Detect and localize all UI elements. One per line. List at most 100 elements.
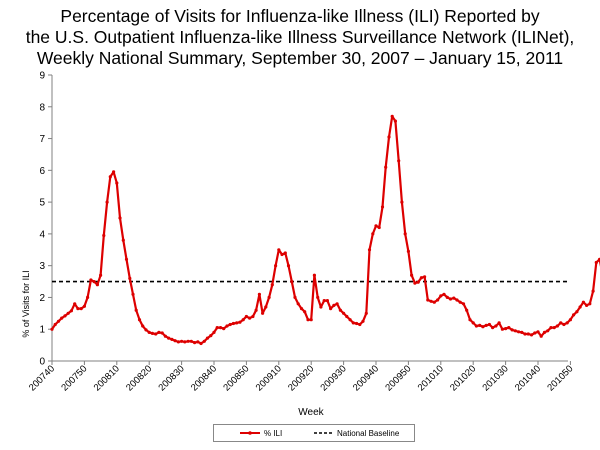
ili-data-point [539,334,543,338]
ili-data-point [393,119,397,123]
ili-data-point [364,311,368,315]
ili-data-point [442,292,446,296]
ili-data-point [568,318,573,322]
ili-data-point [436,298,440,302]
ili-data-point [141,324,145,328]
ili-data-point [228,322,232,327]
y-axis-label: % of Visits for ILI [21,270,31,337]
ili-data-point [591,289,595,293]
ili-data-point [471,321,475,325]
ili-data-point [257,292,261,296]
ili-data-point [303,310,307,314]
ili-data-point [406,249,410,253]
x-tick-label: 200910 [254,363,284,393]
ili-data-point [241,318,245,322]
ili-data-point [338,308,342,312]
ili-data-point [235,321,239,325]
ili-data-point [154,332,158,336]
ili-data-point [413,281,417,285]
ili-data-point [99,273,103,277]
ili-data-point [397,159,401,163]
ili-data-point [507,326,511,330]
ili-data-point [69,309,73,313]
legend-entry-baseline: National Baseline [314,429,400,438]
ili-data-point [89,278,93,282]
ili-data-point [170,337,174,341]
ili-data-point [290,280,294,284]
ili-data-point [66,311,70,315]
chart-title-line-3: Weekly National Summary, September 30, 2… [36,48,564,68]
y-tick-label: 5 [39,198,45,209]
ili-data-point [578,305,582,309]
y-tick-label: 9 [39,71,45,82]
ili-data-point [426,298,430,302]
ili-data-point [238,320,242,324]
ili-data-point [439,294,443,298]
ili-data-point [361,319,365,323]
ili-data-point [248,316,252,320]
ili-data-point [322,299,326,303]
ili-data-point [144,328,148,332]
ili-data-point [419,276,423,280]
ili-series-line [51,115,600,345]
ili-data-point [432,300,436,304]
ili-data-point [202,339,206,343]
ili-data-point [572,313,576,317]
ili-data-point [128,276,132,280]
ili-data-point [231,321,235,326]
ili-data-point [115,181,119,185]
ili-data-point [299,307,304,311]
ili-data-point [277,248,281,252]
ili-data-point [105,200,109,204]
ili-data-point [458,300,462,304]
ili-data-point [380,205,385,209]
ili-data-point [118,216,122,220]
ili-data-point [523,332,527,336]
ili-data-point [209,334,213,338]
y-tick-label: 4 [39,229,45,240]
ili-data-point [60,316,64,320]
x-tick-label: 201050 [545,363,575,393]
ili-data-point [112,170,116,174]
ili-data-point [102,233,106,238]
ili-data-point [251,314,255,319]
ili-data-point [468,318,472,322]
x-tick-label: 201010 [416,363,446,393]
ili-data-point [199,341,203,346]
x-tick-label: 200840 [189,363,219,393]
ili-data-point [309,318,313,322]
ili-data-point [542,330,547,334]
ili-data-point [76,307,80,311]
ili-data-point [316,295,320,299]
ili-data-point [335,302,339,306]
ili-data-point [150,331,154,335]
ili-data-point [176,340,180,344]
ili-data-point [173,339,177,343]
ili-data-point [355,321,359,326]
ili-data-point [225,324,229,328]
ili-data-point [588,302,592,306]
ili-data-point [283,251,287,255]
ili-data-point [562,322,566,327]
ili-data-point [280,252,284,257]
ili-data-point [461,302,466,306]
ili-data-point [448,297,453,301]
x-tick-label: 200920 [286,363,316,393]
ili-data-point [559,321,563,325]
ili-data-point [180,339,184,343]
y-tick-label: 8 [39,102,45,113]
ili-data-point [329,307,333,311]
ili-data-point [552,326,556,330]
x-tick-label: 200750 [59,363,89,393]
ili-data-point [484,323,488,327]
x-tick-label: 200930 [319,363,349,393]
ili-data-point [575,310,579,314]
ili-data-point [410,273,414,277]
ili-data-point [585,303,589,307]
ili-data-point [594,260,598,265]
ili-data-point [429,299,433,303]
ili-data-point [73,302,77,306]
ili-data-point [520,330,524,334]
chart-title-line-2: the U.S. Outpatient Influenza-like Illne… [25,27,575,47]
ili-data-point [79,307,83,311]
